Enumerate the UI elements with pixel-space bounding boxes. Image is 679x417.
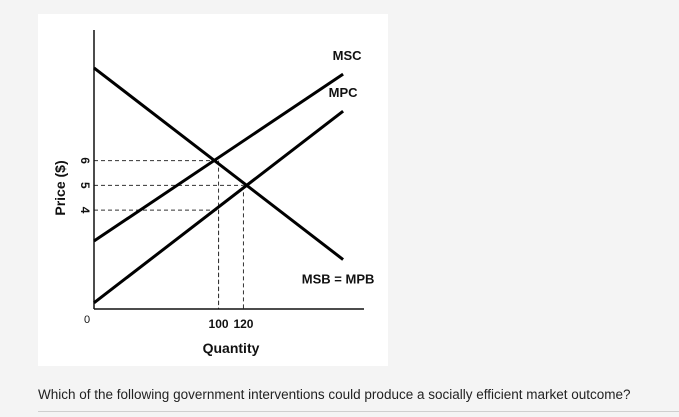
y-tick-label: 6 bbox=[78, 157, 92, 164]
chart-axes bbox=[93, 30, 364, 310]
question-prompt: Which of the following government interv… bbox=[38, 387, 631, 402]
curve-lines bbox=[93, 66, 345, 305]
curve-label: MSC bbox=[333, 48, 363, 63]
origin-label: 0 bbox=[84, 314, 90, 326]
curve-label: MSB = MPB bbox=[302, 272, 375, 287]
divider-line bbox=[38, 411, 679, 412]
chart-labels: 0 Quantity Price ($) MSC MPC MSB = MPB 100 1… bbox=[52, 48, 374, 356]
externality-graph-panel: 0 Quantity Price ($) MSC MPC MSB = MPB 100 1… bbox=[38, 14, 388, 366]
reference-dashed-lines bbox=[94, 160, 244, 309]
x-tick-label: 120 bbox=[233, 317, 253, 331]
y-tick-label: 5 bbox=[78, 182, 92, 189]
y-tick-label: 4 bbox=[78, 207, 92, 214]
curve-line-msc bbox=[93, 72, 344, 243]
y-axis-title: Price ($) bbox=[52, 160, 68, 215]
externality-chart: 0 Quantity Price ($) MSC MPC MSB = MPB 100 1… bbox=[52, 30, 374, 356]
x-axis-title: Quantity bbox=[203, 340, 260, 356]
x-tick-label: 100 bbox=[209, 317, 229, 331]
curve-line-mpc bbox=[93, 109, 345, 305]
curve-line-msb-mpb bbox=[93, 66, 345, 261]
curve-label: MPC bbox=[329, 85, 359, 100]
